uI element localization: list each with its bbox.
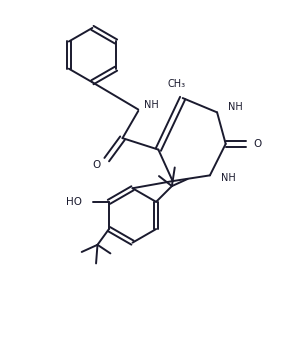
Text: NH: NH	[144, 100, 159, 110]
Text: NH: NH	[221, 173, 236, 183]
Text: CH₃: CH₃	[168, 79, 186, 89]
Text: HO: HO	[66, 197, 82, 207]
Text: NH: NH	[228, 102, 243, 112]
Text: O: O	[254, 139, 262, 149]
Text: O: O	[93, 160, 101, 170]
